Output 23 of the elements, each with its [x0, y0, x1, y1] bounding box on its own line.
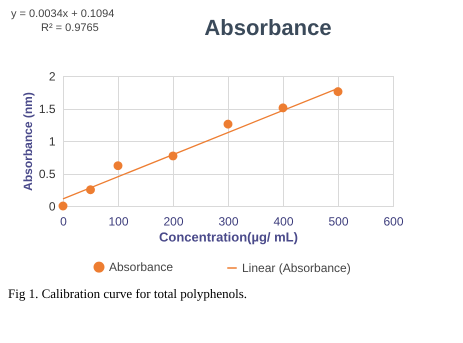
caption: Fig 1. Calibration curve for total polyphenols. [8, 286, 248, 301]
x-tick-label: 0 [60, 214, 68, 228]
y-tick-label: 2 [48, 70, 56, 84]
y-tick-label: 1 [48, 134, 56, 148]
x-tick-label: 500 [328, 214, 349, 228]
y-tick-label: 1.5 [38, 102, 56, 116]
x-tick-label: 600 [383, 214, 404, 228]
x-tick-label: 100 [108, 214, 129, 228]
y-axis-title: Absorbance (nm) [20, 92, 35, 191]
y-tick-label: 0.5 [38, 167, 56, 181]
y-tick-label: 0 [48, 200, 56, 214]
x-tick-label: 400 [273, 214, 294, 228]
point [58, 202, 68, 210]
chart-title: Absorbance [204, 15, 332, 40]
text: R² = 0.9765 [41, 22, 99, 34]
x-tick-label: 300 [218, 214, 239, 228]
x-axis-title: Concentration(µg/ mL) [159, 230, 298, 244]
point [114, 161, 122, 170]
x-tick-label: 200 [163, 214, 184, 228]
text: y = 0.0034x + 0.1094 [11, 8, 114, 20]
legend-label: Absorbance [109, 260, 174, 274]
legend-label: Linear (Absorbance) [242, 261, 351, 275]
point [224, 120, 232, 129]
